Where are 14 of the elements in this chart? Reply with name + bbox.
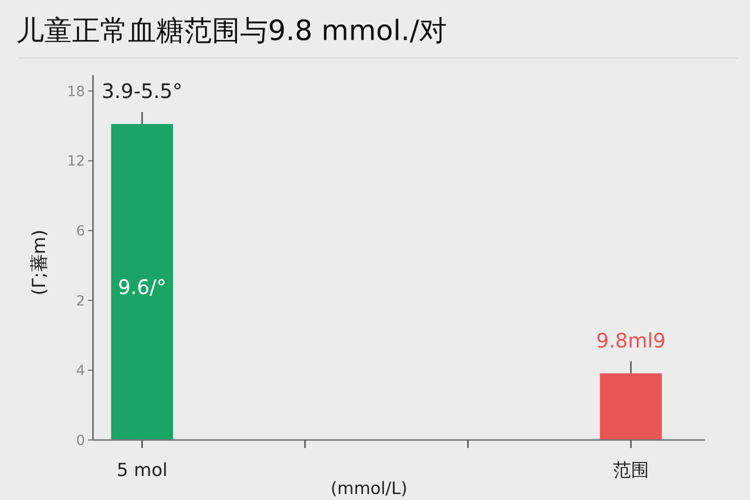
text: 12 — [67, 154, 85, 170]
text: 2 — [76, 293, 85, 310]
x-tick-label: 范围 — [612, 460, 649, 481]
y-axis-title: (Γ;蕃m) — [29, 230, 50, 296]
text: 4 — [76, 363, 86, 380]
x-axis-title: (mmol/L) — [330, 479, 408, 499]
annotation: 9.6/° — [118, 275, 166, 299]
annotation: 3.9-5.5° — [102, 79, 183, 103]
x-tick-label: 5 mol — [116, 460, 168, 481]
text: 0 — [76, 432, 85, 449]
chart-title: 儿童正常血糖范围与9.8 mmol./对 — [16, 14, 448, 47]
text: 6 — [76, 224, 86, 240]
annotation: 9.8ml9 — [596, 328, 666, 352]
text: 18 — [67, 84, 85, 100]
